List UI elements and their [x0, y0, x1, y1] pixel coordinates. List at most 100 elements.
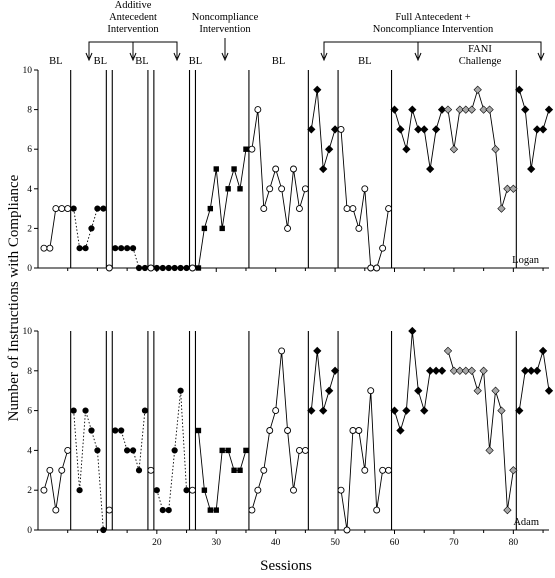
data-point-filled-diamond	[325, 145, 334, 154]
data-point-filled-diamond	[408, 105, 417, 114]
data-point-filled-diamond	[431, 366, 441, 375]
data-point-filled-circle	[112, 427, 119, 434]
series-line	[43, 208, 68, 249]
data-point-open-circle	[105, 506, 113, 514]
arrowhead-icon	[537, 52, 545, 62]
data-point-open-circle	[248, 145, 256, 153]
data-point-gray-diamond	[491, 386, 500, 395]
data-point-filled-diamond	[426, 164, 435, 174]
bracket-arrowheads	[85, 52, 545, 62]
data-point-filled-diamond	[390, 406, 399, 415]
data-point-gray-diamond	[491, 145, 500, 154]
condition-label-additive-line-1: Additive	[115, 0, 152, 11]
data-point-filled-diamond	[437, 105, 447, 114]
data-point-open-circle	[58, 205, 66, 213]
data-point-gray-diamond	[479, 366, 488, 375]
data-point-open-circle	[367, 264, 375, 272]
condition-label-additive-line-2: Antecedent	[109, 12, 157, 23]
data-point-filled-diamond	[408, 326, 417, 336]
data-point-gray-diamond	[485, 105, 494, 114]
data-point-open-circle	[355, 427, 363, 434]
data-point-filled-diamond	[426, 366, 435, 375]
data-point-open-circle	[278, 347, 286, 355]
data-point-open-circle	[248, 506, 256, 514]
condition-label-challenge: FANI Challenge	[459, 44, 502, 67]
phase-label-bl: BL	[358, 56, 371, 67]
data-point-gray-diamond	[503, 184, 512, 193]
series-line	[518, 350, 550, 411]
data-point-filled-circle	[183, 264, 190, 272]
data-point-open-circle	[52, 205, 60, 213]
data-point-open-circle	[349, 427, 357, 434]
arrowhead-icon	[221, 52, 229, 62]
y-tick-label: 0	[27, 526, 32, 536]
x-tick-label: 50	[330, 538, 340, 548]
data-point-filled-diamond	[515, 406, 524, 415]
data-point-gray-diamond	[497, 204, 506, 213]
phase-label-bl: BL	[272, 56, 285, 67]
data-point-filled-circle	[112, 245, 119, 252]
data-point-filled-circle	[177, 387, 184, 394]
arrowhead-icon	[320, 52, 328, 62]
data-point-filled-circle	[153, 264, 160, 272]
data-point-open-circle	[301, 185, 309, 193]
series-line	[394, 109, 443, 170]
data-point-filled-circle	[118, 245, 125, 252]
panel-name-label: Logan	[512, 255, 540, 266]
data-point-open-circle	[337, 486, 345, 494]
data-point-filled-circle	[171, 264, 178, 272]
phase-label-bl: BL	[135, 56, 148, 67]
series-line	[447, 88, 514, 209]
y-tick-label: 2	[27, 224, 32, 234]
phase-label-bl: BL	[189, 56, 202, 67]
data-point-filled-circle	[165, 264, 172, 272]
data-point-filled-circle	[129, 447, 137, 454]
y-tick-label: 2	[27, 486, 32, 496]
data-point-gray-diamond	[449, 366, 459, 375]
data-point-filled-circle	[153, 487, 160, 494]
y-axis-label: Number of Instructions with Compliance	[6, 174, 22, 421]
data-point-filled-diamond	[532, 366, 542, 375]
data-point-filled-square	[201, 487, 208, 493]
data-point-open-circle	[46, 466, 54, 474]
data-point-filled-diamond	[544, 105, 554, 114]
data-point-filled-square	[243, 146, 249, 152]
series-line	[518, 89, 550, 170]
data-point-open-circle	[189, 486, 196, 494]
data-point-open-circle	[379, 466, 387, 474]
data-point-gray-diamond	[479, 105, 488, 114]
condition-label-noncompliance: Noncompliance Intervention	[192, 12, 259, 35]
data-point-open-circle	[254, 106, 262, 114]
series-line	[251, 350, 306, 511]
data-point-filled-circle	[70, 407, 77, 414]
data-point-open-circle	[301, 446, 309, 454]
data-point-filled-circle	[76, 245, 83, 252]
data-point-open-circle	[373, 506, 381, 514]
data-point-open-circle	[284, 427, 292, 434]
data-point-filled-circle	[141, 407, 149, 414]
data-point-filled-circle	[94, 447, 101, 454]
data-point-filled-square	[225, 447, 231, 454]
data-point-filled-circle	[159, 264, 166, 272]
condition-label-additive-line-3: Intervention	[107, 24, 159, 35]
data-point-filled-diamond	[313, 85, 322, 94]
data-point-filled-diamond	[532, 125, 542, 134]
data-point-open-circle	[52, 506, 60, 514]
data-point-open-circle	[290, 486, 297, 494]
data-point-gray-diamond	[449, 145, 459, 154]
data-point-open-circle	[64, 205, 72, 213]
data-point-open-circle	[266, 427, 274, 434]
data-point-gray-diamond	[473, 386, 482, 395]
data-point-filled-circle	[124, 447, 131, 454]
data-point-filled-diamond	[414, 386, 423, 395]
data-point-open-circle	[40, 486, 48, 494]
data-point-open-circle	[349, 205, 357, 213]
data-point-filled-diamond	[538, 346, 548, 356]
series-line	[115, 410, 146, 471]
data-point-filled-circle	[94, 205, 101, 212]
phase-labels: BL BL BL BL BL BL	[49, 56, 371, 67]
data-point-open-circle	[189, 264, 196, 272]
data-point-filled-circle	[159, 507, 166, 514]
data-point-filled-circle	[171, 447, 178, 454]
